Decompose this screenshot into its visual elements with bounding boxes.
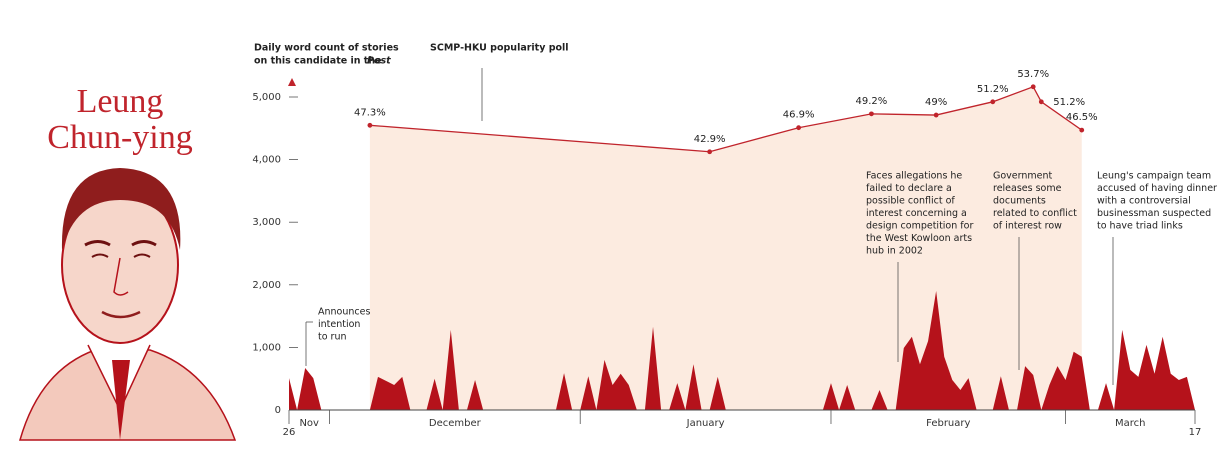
annotation: documents [993,196,1046,207]
data-label: 49.2% [856,96,888,107]
annotation: to have triad links [1097,221,1183,232]
data-label: 42.9% [694,134,726,145]
x-tick-label: 17 [1189,427,1202,438]
y-tick-label: 1,000 [252,342,281,353]
plot: 47.3% 42.9% 46.9% 49.2% 49% 51.2% 53.7% 51.2% 46… [252,69,1217,438]
poll-point [1038,99,1044,105]
month-label: December [429,418,482,429]
word-count-area [289,291,1195,410]
annotation: Leung's campaign team [1097,171,1211,182]
poll-point [990,99,996,105]
annotation: hub in 2002 [866,246,923,257]
annotation: releases some [993,183,1062,194]
annotation: design competition for [866,221,973,232]
series-label: SCMP-HKU popularity poll [430,43,569,54]
data-label: 47.3% [354,107,386,118]
month-label: Nov [299,418,319,429]
annotation: related to conflict [993,208,1077,219]
y-tick-label: 0 [275,405,281,416]
month-label: March [1115,418,1145,429]
data-label: 53.7% [1017,69,1049,80]
name-line: Chun-ying [47,119,192,156]
annotation: to run [318,332,347,343]
annotation: interest concerning a [866,208,967,219]
annotation: Government [993,171,1053,182]
y-tick-label: 3,000 [252,217,281,228]
data-label: 46.5% [1066,112,1098,123]
axis-label: Daily word count of stories [254,43,399,54]
x-tick-label: 26 [283,427,296,438]
data-label: 51.2% [977,84,1009,95]
month-label: February [926,418,970,429]
annotation: the West Kowloon arts [866,233,972,244]
poll-point [869,111,874,117]
annotation: accused of having dinner [1097,183,1217,194]
y-tick-label: 4,000 [252,155,281,166]
poll-area [369,86,1082,411]
data-label: 49% [925,97,947,108]
annotation: of interest row [993,221,1062,232]
annotation: Announces [318,307,370,318]
month-label: January [686,418,725,429]
axis-label: Post [367,56,391,67]
annotation: Faces allegations he [866,171,962,182]
axis-label: on this candidate in the [254,56,382,67]
poll-point [367,122,373,128]
annotation: with a controversial [1097,196,1191,207]
data-label: 46.9% [783,110,815,121]
axis-marker [288,78,296,86]
poll-point [933,112,939,118]
annotation: intention [318,319,360,330]
y-tick-label: 5,000 [252,92,281,103]
annotation: failed to declare a [866,183,952,194]
poll-point [707,149,713,155]
data-label: 51.2% [1053,97,1085,108]
poll-point [1030,84,1036,90]
annotation: possible conflict of [866,196,955,207]
poll-point [796,125,802,131]
annotation: businessman suspected [1097,208,1211,219]
y-tick-label: 2,000 [252,280,281,291]
poll-point [1079,127,1085,133]
portrait [19,168,237,441]
name-line: Leung [77,83,164,120]
